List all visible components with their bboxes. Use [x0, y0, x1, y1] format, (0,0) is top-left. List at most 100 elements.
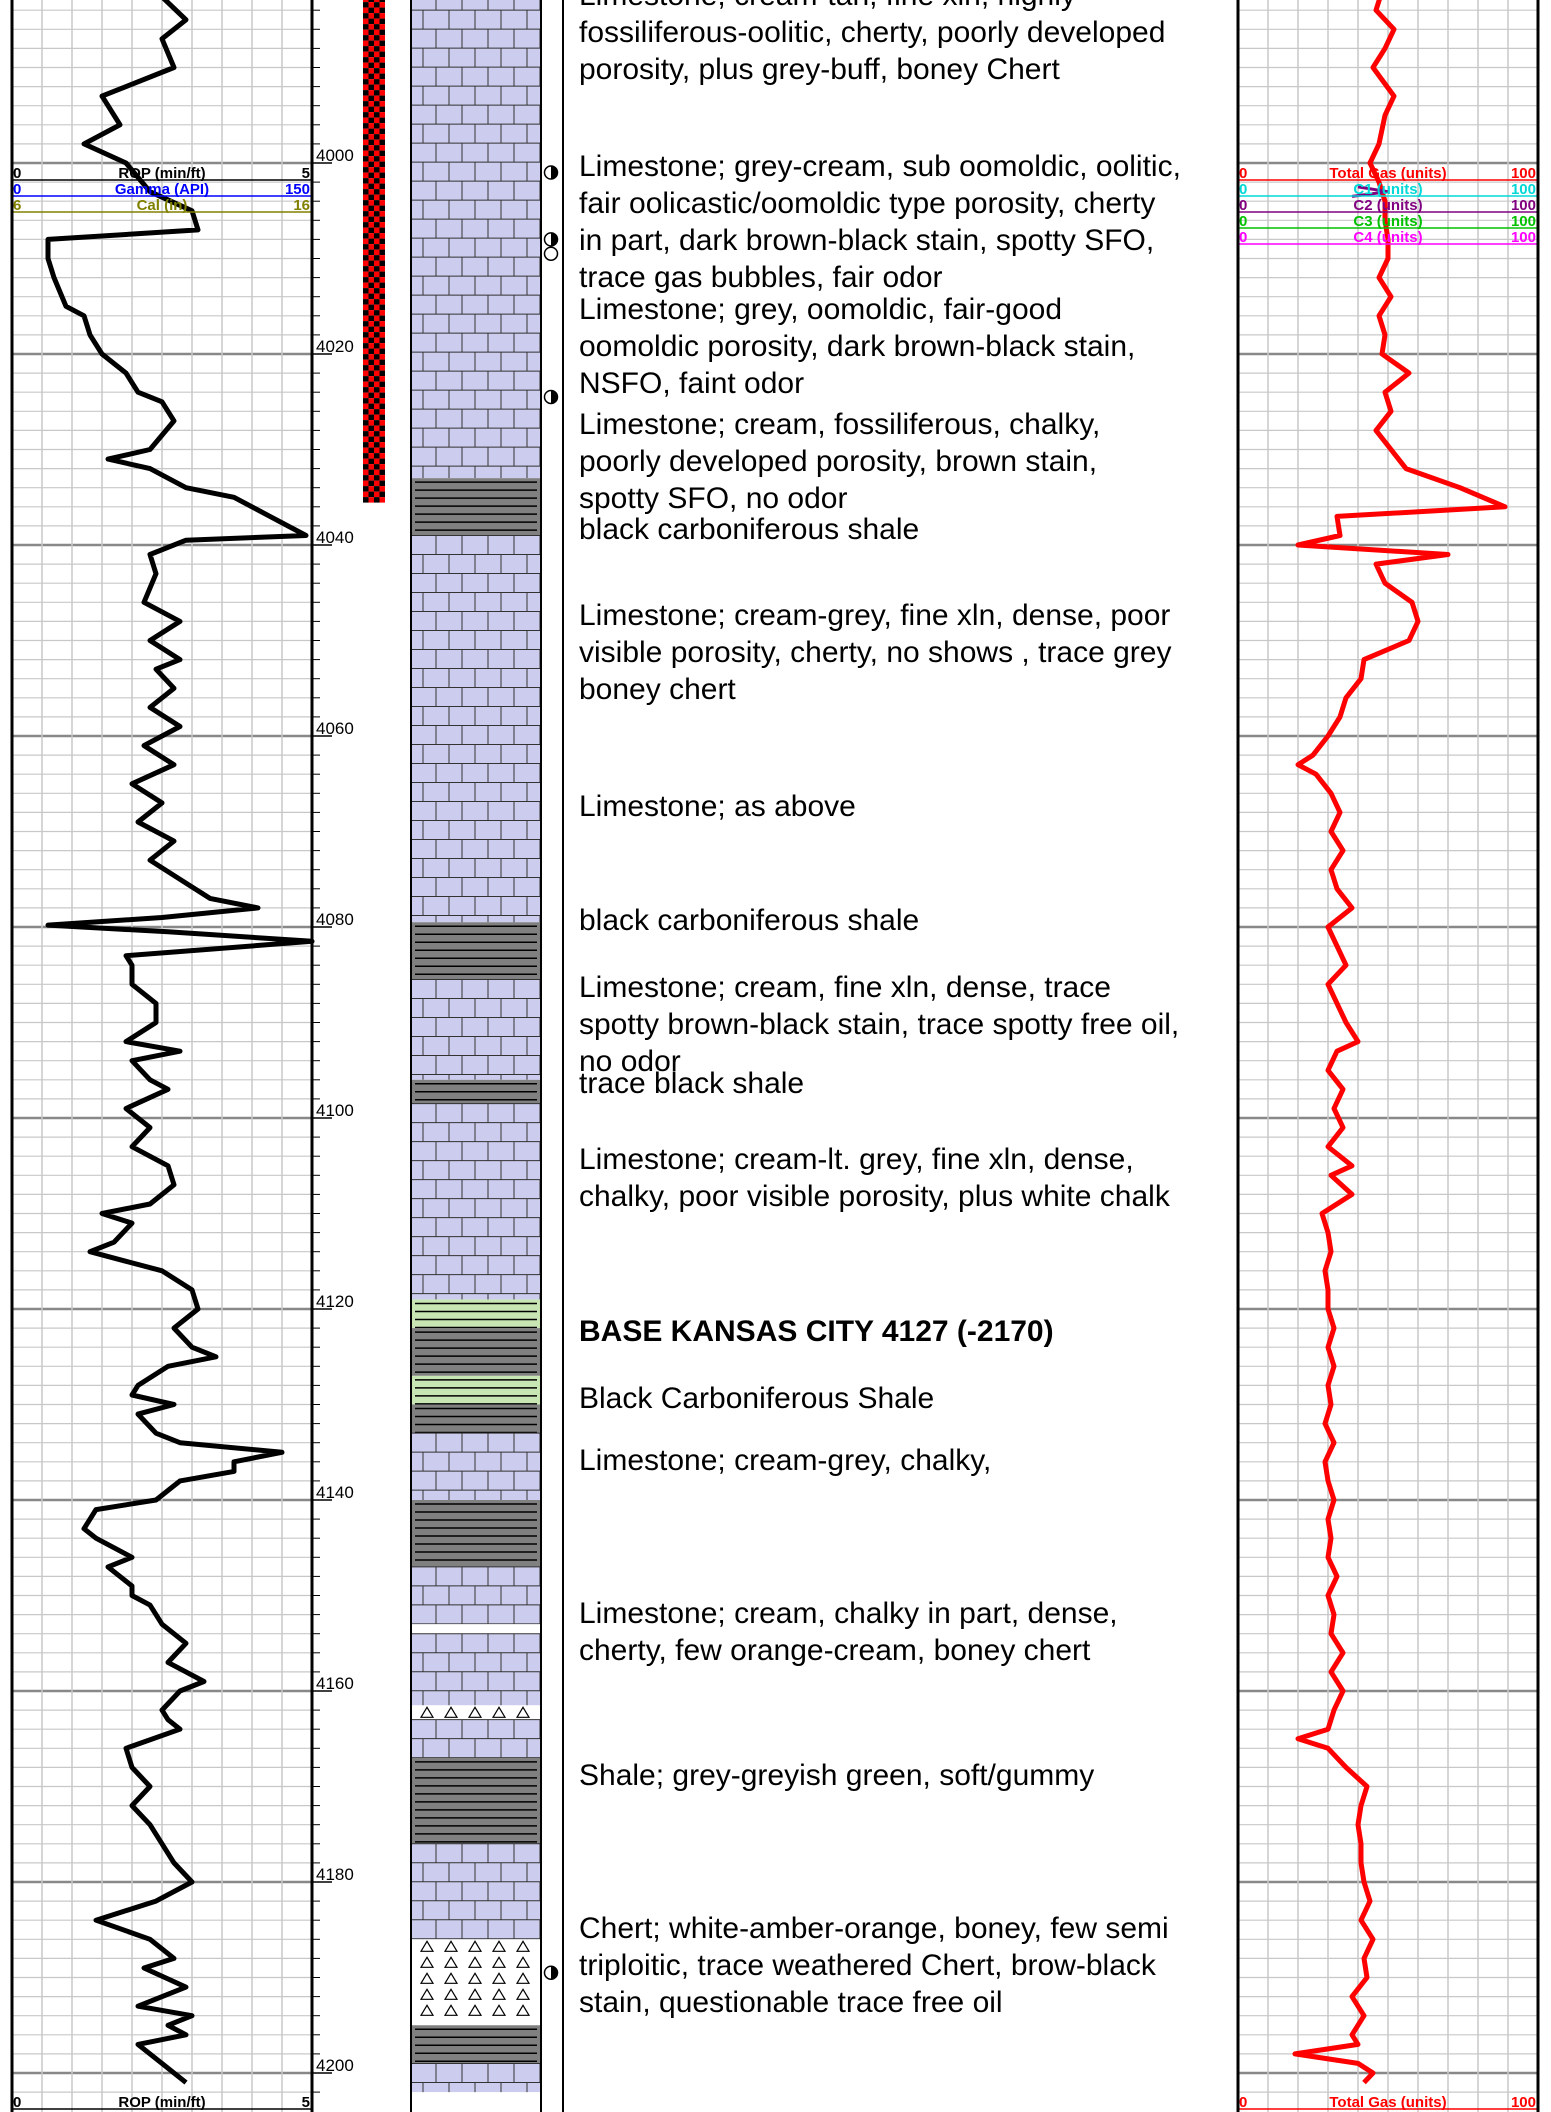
scale-max: 150 [285, 181, 310, 198]
limestone-fill [411, 979, 541, 1080]
core-square [363, 403, 369, 410]
half-circle-show-icon [543, 1965, 559, 1980]
core-square [379, 271, 385, 278]
core-square [374, 90, 380, 96]
core-square [379, 134, 385, 140]
core-square [379, 79, 385, 85]
core-square [363, 112, 369, 118]
core-square [368, 145, 374, 151]
core-square [368, 13, 374, 19]
core-square [368, 62, 374, 69]
left-header-row: 6 Cal (in) 16 [12, 197, 312, 214]
core-square [379, 442, 385, 448]
core-square [379, 326, 385, 333]
core-square [379, 436, 385, 443]
lith-limestone [411, 979, 541, 1080]
core-square [363, 266, 369, 272]
scale-min: 0 [1239, 229, 1247, 246]
scale-min: 0 [1239, 2094, 1247, 2111]
lithology-description: Limestone; cream, fine xln, dense, trace… [579, 971, 1180, 1079]
scale-max: 16 [293, 197, 310, 214]
left-header-row: 0 ROP (min/ft) 5 [12, 165, 312, 182]
core-square [368, 227, 374, 234]
half-circle-show-icon [543, 232, 559, 247]
shale-fill [411, 1757, 541, 1844]
core-square [379, 0, 385, 3]
core-square [379, 161, 385, 168]
core-square [363, 288, 369, 294]
core-square [379, 95, 385, 102]
core-square [379, 227, 385, 234]
core-square [379, 475, 385, 481]
core-square [363, 486, 369, 492]
core-square [379, 156, 385, 162]
lith-shale [411, 1757, 541, 1844]
core-square [374, 216, 380, 223]
core-square [368, 271, 374, 278]
chert-triangle [515, 1956, 531, 1968]
core-square [379, 304, 385, 311]
core-square [379, 497, 385, 503]
core-square [363, 128, 369, 135]
core-square [374, 486, 380, 492]
lithology-description: Limestone; grey-cream, sub oomoldic, ool… [579, 149, 1181, 294]
lithology-description: Limestone; cream-tan, fine xln, highly f… [579, 0, 1166, 86]
core-square [363, 255, 369, 261]
core-square [368, 337, 374, 344]
core-square [379, 414, 385, 421]
core-square [379, 183, 385, 190]
depth-label: 4120 [316, 1292, 354, 1311]
core-square [363, 464, 369, 470]
core-square [368, 79, 374, 85]
core-square [363, 436, 369, 443]
lith-shale [411, 1404, 541, 1434]
chert-triangle [491, 2004, 507, 2016]
core-square [374, 13, 380, 19]
core-interval-bar [363, 0, 385, 503]
core-square [363, 398, 369, 404]
core-square [363, 95, 369, 102]
show-fill [551, 1966, 558, 1980]
core-square [363, 442, 369, 448]
core-square [363, 337, 369, 344]
core-square [379, 332, 385, 338]
core-square [368, 425, 374, 432]
core-square [368, 304, 374, 311]
core-square [379, 18, 385, 25]
core-square [363, 359, 369, 366]
core-square [374, 326, 380, 333]
core-square [379, 145, 385, 151]
core-square [368, 442, 374, 448]
core-square [374, 57, 380, 63]
core-square [368, 453, 374, 459]
core-square [374, 321, 380, 327]
core-square [379, 370, 385, 377]
core-square [379, 310, 385, 316]
core-square [363, 24, 369, 30]
curve-name: ROP (min/ft) [118, 2094, 205, 2111]
core-square [363, 40, 369, 47]
core-square [379, 112, 385, 118]
core-square [368, 354, 374, 360]
core-square [379, 277, 385, 283]
core-square [374, 172, 380, 179]
chert-triangle [443, 1940, 459, 1952]
core-square [368, 293, 374, 300]
core-square [374, 200, 380, 206]
limestone-fill [411, 0, 541, 479]
core-square [363, 46, 369, 52]
chert-triangle [467, 1988, 483, 2000]
core-square [374, 425, 380, 432]
core-square [368, 128, 374, 135]
core-square [374, 392, 380, 399]
core-square [374, 0, 380, 3]
curve-name: C1 (units) [1353, 181, 1422, 198]
lithology-description: Limestone; grey, oomoldic, fair-good oom… [579, 293, 1136, 401]
core-square [374, 458, 380, 465]
core-square [374, 112, 380, 118]
core-square [379, 348, 385, 355]
core-square [368, 420, 374, 426]
core-square [379, 211, 385, 217]
core-square [363, 260, 369, 267]
core-square [374, 304, 380, 311]
